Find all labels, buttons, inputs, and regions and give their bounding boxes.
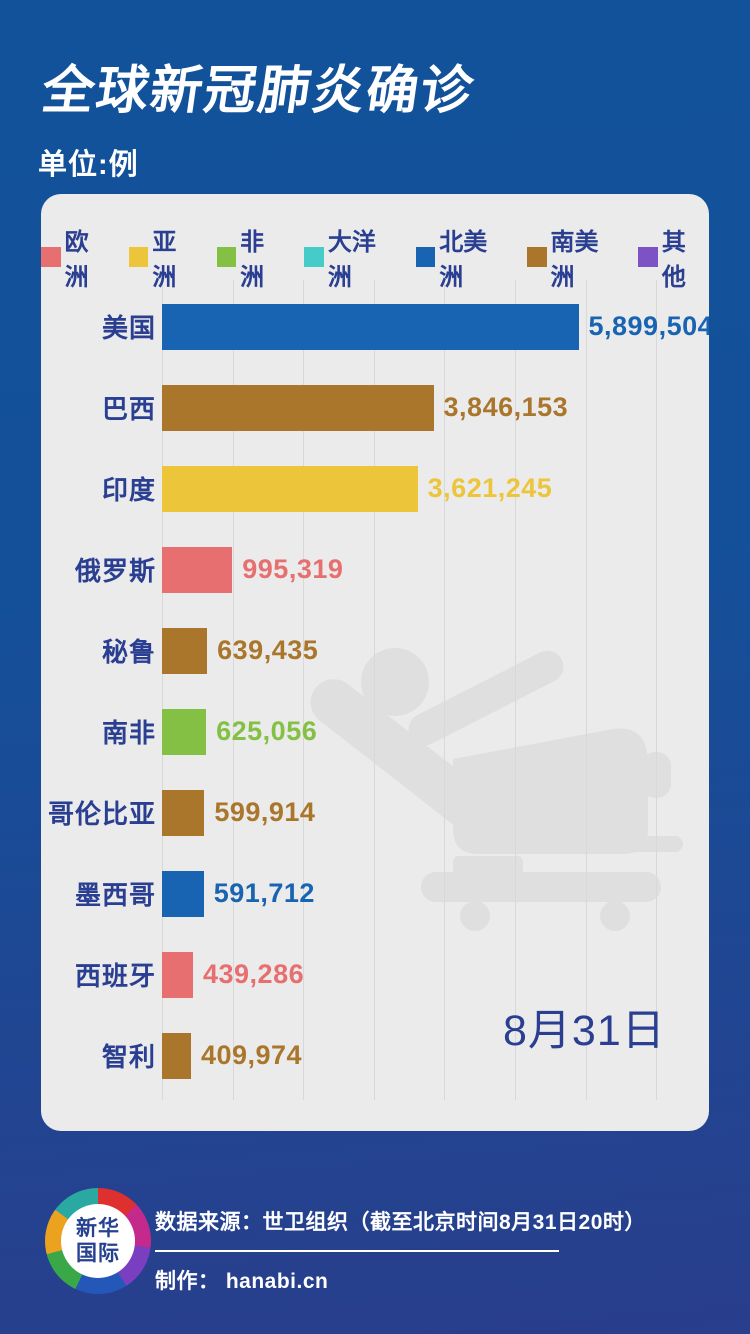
value-label: 639,435 xyxy=(217,635,319,665)
bar-南美洲 xyxy=(162,384,434,431)
country-label: 南非 xyxy=(101,718,156,748)
bar-欧洲 xyxy=(162,951,193,998)
bar-亚洲 xyxy=(162,465,418,512)
country-label: 美国 xyxy=(101,313,156,343)
value-label: 3,846,153 xyxy=(443,392,569,422)
chart-row: 西班牙 439,286 xyxy=(41,934,709,1015)
bar-北美洲 xyxy=(162,303,579,350)
value-label: 439,286 xyxy=(203,959,305,989)
country-label: 秘鲁 xyxy=(101,637,156,667)
credit-text: 制作： hanabi.cn xyxy=(155,1270,329,1293)
legend-label: 大洋洲 xyxy=(327,229,376,291)
legend: 欧洲 亚洲 非洲 大洋洲 北美洲 南美洲 其他 xyxy=(41,222,709,292)
bar-北美洲 xyxy=(162,870,204,917)
bar-rows: 美国 5,899,504 巴西 3,846,153 印度 3,621,245 俄罗斯 995,… xyxy=(41,286,709,1096)
legend-swatch xyxy=(526,247,547,267)
legend-item: 亚洲 xyxy=(128,222,200,292)
chart-row: 智利 409,974 xyxy=(41,1015,709,1096)
value-label: 995,319 xyxy=(242,554,344,584)
legend-item: 非洲 xyxy=(216,222,288,292)
value-label: 625,056 xyxy=(216,716,318,746)
chart-row: 秘鲁 639,435 xyxy=(41,610,709,691)
gridline xyxy=(232,280,234,1100)
chart-card: 欧洲 亚洲 非洲 大洋洲 北美洲 南美洲 其他 美国 5,899,504 巴西 3,846,153… xyxy=(41,194,709,1131)
legend-swatch xyxy=(638,247,658,267)
country-label: 俄罗斯 xyxy=(74,556,156,586)
legend-item: 南美洲 xyxy=(526,222,621,292)
legend-swatch xyxy=(41,247,61,267)
value-label: 5,899,504 xyxy=(588,311,710,341)
chart-row: 巴西 3,846,153 xyxy=(41,367,709,448)
chart-row: 美国 5,899,504 xyxy=(41,286,709,367)
legend-swatch xyxy=(415,247,436,267)
chart-row: 墨西哥 591,712 xyxy=(41,853,709,934)
footer: 数据来源：世卫组织（截至北京时间8月31日20时） 制作： hanabi.cn xyxy=(155,1206,646,1295)
country-label: 印度 xyxy=(101,475,156,505)
legend-item: 大洋洲 xyxy=(304,222,398,292)
country-label: 巴西 xyxy=(101,394,156,424)
gridline xyxy=(444,280,446,1100)
date-label: 8月31日 xyxy=(503,1007,666,1055)
chart-row: 南非 625,056 xyxy=(41,691,709,772)
value-label: 591,712 xyxy=(213,878,315,908)
value-label: 599,914 xyxy=(214,797,316,827)
value-label: 409,974 xyxy=(200,1040,303,1070)
chart-row: 印度 3,621,245 xyxy=(41,448,709,529)
gridlines xyxy=(41,280,709,1100)
legend-item: 北美洲 xyxy=(415,222,510,292)
legend-label: 其他 xyxy=(661,229,686,291)
country-label: 西班牙 xyxy=(74,961,156,991)
legend-swatch xyxy=(128,247,149,267)
legend-swatch xyxy=(304,247,324,267)
xinhua-international-logo: 新华 国际 xyxy=(45,1188,151,1294)
header: 全球新冠肺炎确诊 单位:例 xyxy=(38,48,479,183)
legend-label: 北美洲 xyxy=(439,229,488,291)
legend-item: 其他 xyxy=(638,222,709,292)
gridline xyxy=(162,280,163,1100)
unit-label: 单位:例 xyxy=(38,149,139,181)
chart-row: 俄罗斯 995,319 xyxy=(41,529,709,610)
legend-label: 欧洲 xyxy=(64,229,89,291)
bar-非洲 xyxy=(162,708,207,755)
gridline xyxy=(373,280,375,1100)
legend-item: 欧洲 xyxy=(41,222,112,292)
bar-南美洲 xyxy=(162,1032,191,1079)
gridline xyxy=(585,280,587,1100)
bar-欧洲 xyxy=(162,546,233,593)
gridline xyxy=(303,280,305,1100)
data-source-text: 数据来源：世卫组织（截至北京时间8月31日20时） xyxy=(155,1211,646,1234)
gridline xyxy=(656,280,658,1100)
page-title: 全球新冠肺炎确诊 xyxy=(38,62,479,120)
legend-swatch xyxy=(216,247,237,267)
logo-text: 新华 国际 xyxy=(61,1204,135,1278)
hospital-bed-patient-icon xyxy=(303,624,703,949)
legend-label: 亚洲 xyxy=(152,229,177,291)
bar-南美洲 xyxy=(162,789,205,836)
legend-label: 非洲 xyxy=(240,229,265,291)
country-label: 哥伦比亚 xyxy=(47,799,156,829)
country-label: 墨西哥 xyxy=(74,880,156,910)
value-label: 3,621,245 xyxy=(427,473,553,503)
chart-row: 哥伦比亚 599,914 xyxy=(41,772,709,853)
gridline xyxy=(515,280,516,1100)
footer-divider xyxy=(155,1250,559,1252)
legend-label: 南美洲 xyxy=(550,229,599,291)
bar-南美洲 xyxy=(162,627,208,674)
country-label: 智利 xyxy=(101,1042,156,1072)
